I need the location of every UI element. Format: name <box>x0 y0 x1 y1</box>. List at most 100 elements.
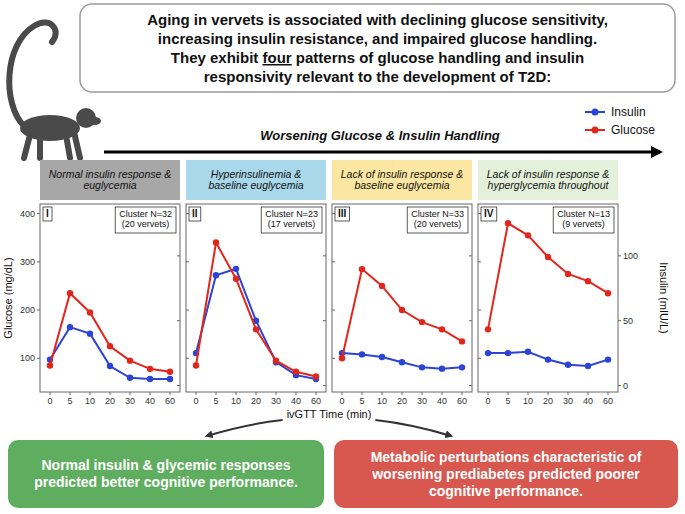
cluster-box <box>115 207 176 233</box>
y-axis-title: Glucose (mg/dL) <box>2 257 14 338</box>
series-line <box>196 243 316 377</box>
series-point <box>167 369 173 375</box>
y2-tick <box>177 255 180 256</box>
y2-tick <box>177 385 180 386</box>
series-point <box>127 375 133 381</box>
series-point <box>379 283 385 289</box>
x-tick <box>588 392 589 395</box>
trend-label: Worsening Glucose & Insulin Handling <box>260 128 500 143</box>
y2-tick <box>323 385 326 386</box>
series-line <box>50 293 170 372</box>
header-line: increasing insulin resistance, and impai… <box>158 30 597 47</box>
series-point <box>193 362 199 368</box>
stage-title-line: Lack of insulin response & <box>341 168 464 180</box>
series-point <box>545 356 551 362</box>
series-point <box>147 366 153 372</box>
x-tick-label: 10 <box>523 396 533 406</box>
header-line: responsivity relevant to the development… <box>204 68 552 85</box>
cluster-annotation: (17 vervets) <box>268 219 316 229</box>
x-tick-label: 60 <box>165 396 175 406</box>
series-point <box>359 266 365 272</box>
y2-tick-label: 0 <box>623 381 628 391</box>
x-tick-label: 5 <box>67 396 72 406</box>
x-tick <box>382 392 383 395</box>
y2-tick <box>469 385 472 386</box>
series-point <box>293 369 299 375</box>
x-tick <box>70 392 71 395</box>
x-tick <box>216 392 217 395</box>
x-tick-label: 20 <box>543 396 553 406</box>
trend-arrow <box>104 151 660 154</box>
y-tick-label: 200 <box>20 305 35 315</box>
series-point <box>67 290 73 296</box>
series-line <box>342 269 462 358</box>
x-tick-label: 20 <box>105 396 115 406</box>
stage-box <box>40 160 180 200</box>
series-point <box>565 271 571 277</box>
series-line <box>50 327 170 379</box>
cluster-box <box>261 207 322 233</box>
conclusion-box <box>8 440 324 508</box>
y2-tick <box>323 320 326 321</box>
x-tick <box>110 392 111 395</box>
x-tick <box>442 392 443 395</box>
series-point <box>485 326 491 332</box>
y2-tick <box>618 385 621 386</box>
series-point <box>213 239 219 245</box>
stage-title: Lack of insulin response &hyperglycemia … <box>487 168 610 192</box>
series-point <box>313 373 319 379</box>
page: Aging in vervets is associated with decl… <box>0 0 685 514</box>
x-tick-label: 20 <box>397 396 407 406</box>
series-point <box>545 254 551 260</box>
panel-label-box <box>481 207 497 221</box>
x-tick-label: 0 <box>47 396 52 406</box>
cluster-annotation: Cluster N=13 <box>557 209 610 219</box>
x-tick <box>130 392 131 395</box>
x-tick-label: 40 <box>437 396 447 406</box>
cluster-annotation: Cluster N=33 <box>411 209 464 219</box>
series-point <box>87 309 93 315</box>
y2-tick <box>618 255 621 256</box>
marks <box>47 290 173 382</box>
x-tick <box>276 392 277 395</box>
x-tick <box>342 392 343 395</box>
x-tick-label: 60 <box>311 396 321 406</box>
series-point <box>439 326 445 332</box>
y-tick <box>478 310 481 311</box>
series-point <box>253 326 259 332</box>
x-axis-title: ivGTT Time (min) <box>287 408 372 420</box>
header-box <box>80 4 675 92</box>
x-tick-label: 10 <box>85 396 95 406</box>
series-point <box>273 357 279 363</box>
cluster-annotation: Cluster N=32 <box>119 209 172 219</box>
series-point <box>359 351 365 357</box>
x-tick <box>50 392 51 395</box>
monkey-tail <box>9 23 55 126</box>
cluster-annotation: (20 vervets) <box>122 219 170 229</box>
panel-frame <box>332 204 472 392</box>
x-tick-label: 40 <box>291 396 301 406</box>
series-point <box>419 319 425 325</box>
y2-tick-label: 100 <box>623 251 638 261</box>
panel-label: I <box>46 208 49 219</box>
stage-box <box>186 160 326 200</box>
x-tick-label: 5 <box>213 396 218 406</box>
x-tick <box>422 392 423 395</box>
x-tick-label: 60 <box>457 396 467 406</box>
series-point <box>339 355 345 361</box>
series-point <box>379 354 385 360</box>
y-tick <box>37 213 40 214</box>
series-point <box>605 356 611 362</box>
x-tick <box>196 392 197 395</box>
series-point <box>399 359 405 365</box>
series-point <box>585 278 591 284</box>
conclusion-text: Normal insulin & glycemic responsespredi… <box>34 457 298 490</box>
series-point <box>605 290 611 296</box>
x-tick-label: 40 <box>583 396 593 406</box>
x-tick <box>150 392 151 395</box>
conclusion-text-line: Normal insulin & glycemic responses <box>42 457 291 473</box>
header-underlined: four <box>263 49 292 66</box>
conclusion-text-line: predicted better cognitive performance. <box>34 474 298 490</box>
stage-title-line: euglycemia <box>83 179 136 191</box>
header-line: Aging in vervets is associated with decl… <box>147 11 608 28</box>
